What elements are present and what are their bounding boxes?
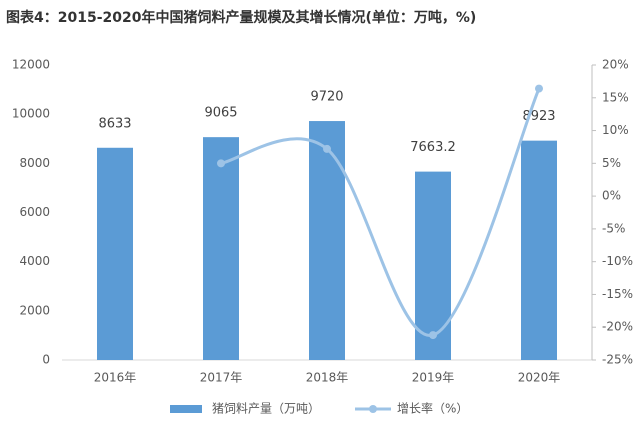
x-tick-label: 2020年 — [518, 371, 561, 385]
line-marker — [217, 159, 225, 168]
line-marker — [323, 144, 331, 153]
y2-tick-label: 10% — [602, 123, 629, 137]
chart-title: 图表4：2015-2020年中国猪饲料产量规模及其增长情况(单位：万吨，%) — [6, 9, 476, 26]
y-tick-label: 2000 — [19, 303, 50, 317]
x-tick-label: 2017年 — [200, 371, 243, 385]
y-tick-label: 12000 — [12, 58, 50, 72]
y-tick-label: 10000 — [12, 107, 50, 121]
y-tick-label: 8000 — [19, 156, 50, 170]
legend-swatch-marker — [369, 405, 377, 413]
x-tick-label: 2019年 — [412, 371, 455, 385]
bar — [203, 137, 239, 360]
y2-tick-label: -15% — [602, 287, 633, 301]
x-tick-label: 2016年 — [94, 371, 137, 385]
line-marker — [535, 84, 543, 93]
y2-tick-label: -20% — [602, 320, 633, 334]
bar-value-label: 8633 — [98, 116, 131, 131]
y2-tick-label: 20% — [602, 58, 629, 72]
legend-swatch — [170, 405, 202, 413]
y2-tick-label: 15% — [602, 90, 629, 104]
bar-value-label: 7663.2 — [410, 140, 456, 155]
y-tick-label: 0 — [42, 353, 50, 367]
y2-tick-label: -10% — [602, 254, 633, 268]
y2-tick-label: 5% — [602, 156, 621, 170]
bar — [309, 121, 345, 360]
x-tick-label: 2018年 — [306, 371, 349, 385]
bar — [97, 147, 133, 360]
y-tick-label: 4000 — [19, 254, 50, 268]
legend-label: 猪饲料产量（万吨） — [212, 402, 320, 416]
line — [220, 88, 541, 337]
bar — [415, 171, 451, 360]
y-tick-label: 6000 — [19, 205, 50, 219]
bar-value-label: 9720 — [310, 90, 343, 105]
y2-tick-label: -25% — [602, 353, 633, 367]
legend-label: 增长率（%） — [397, 401, 468, 416]
y2-tick-label: -5% — [602, 221, 625, 235]
line-marker — [429, 331, 437, 340]
y2-tick-label: 0% — [602, 189, 621, 203]
bar — [521, 140, 557, 360]
bar-value-label: 9065 — [204, 106, 237, 121]
